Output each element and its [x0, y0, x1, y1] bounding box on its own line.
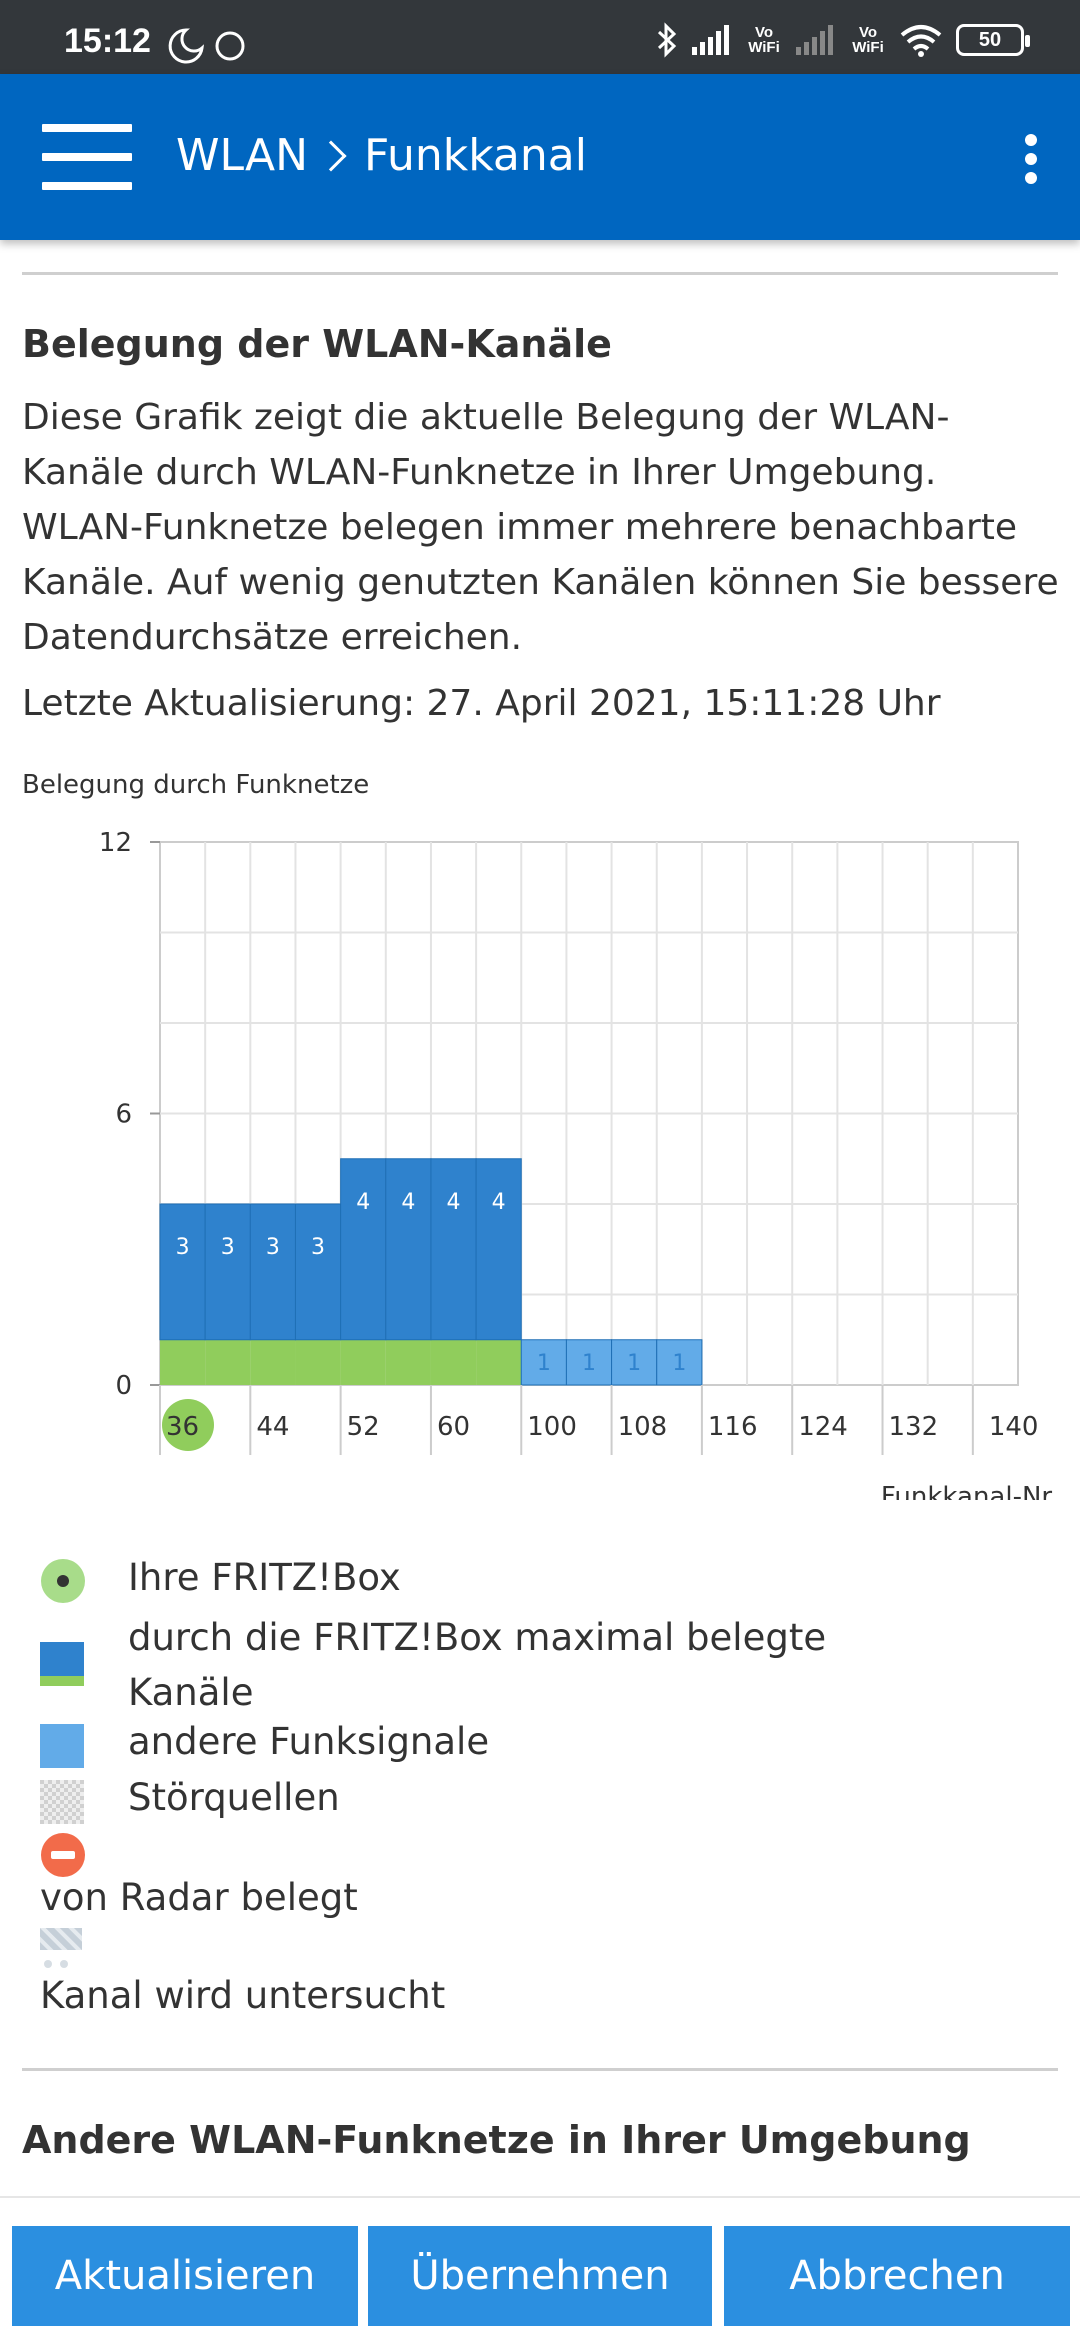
- apply-button[interactable]: Übernehmen: [368, 2226, 712, 2326]
- divider: [22, 2068, 1058, 2071]
- section-description: Diese Grafik zeigt die aktuelle Belegung…: [22, 397, 1059, 658]
- x-tick-label: 44: [256, 1412, 289, 1442]
- bar-data-label: 4: [401, 1190, 415, 1215]
- bar: [340, 1158, 387, 1341]
- bar-data-label: 4: [447, 1190, 461, 1215]
- app-bar: WLAN Funkkanal: [0, 74, 1080, 240]
- bar: [611, 1339, 658, 1386]
- page-title: Funkkanal: [364, 130, 587, 181]
- x-tick-label: 36: [166, 1412, 199, 1442]
- breadcrumb: WLAN Funkkanal: [176, 130, 587, 181]
- bar: [159, 1203, 206, 1341]
- bar: [656, 1339, 703, 1386]
- bar: [340, 1339, 386, 1385]
- more-options-icon[interactable]: [1022, 134, 1042, 184]
- bar: [385, 1158, 432, 1341]
- x-tick-label: 52: [347, 1412, 380, 1442]
- bar-data-label: 1: [537, 1351, 551, 1376]
- bar: [295, 1339, 341, 1385]
- bar: [294, 1203, 342, 1341]
- bar: [476, 1339, 522, 1385]
- occupied-channels-icon: [40, 1642, 84, 1690]
- status-icons-right: Vo WiFi Vo WiFi 50: [656, 22, 1030, 58]
- y-tick-label: 12: [99, 828, 132, 858]
- bar-data-label: 4: [356, 1190, 370, 1215]
- divider: [22, 272, 1058, 275]
- bar: [475, 1158, 522, 1341]
- legend-item: durch die FRITZ!Box maximal belegte Kanä…: [128, 1616, 827, 1714]
- scanning-icon: [40, 1928, 86, 1978]
- legend-item: Störquellen: [128, 1776, 340, 1819]
- x-tick-label: 60: [437, 1412, 470, 1442]
- bar: [204, 1203, 251, 1341]
- bar: [249, 1203, 296, 1341]
- x-tick-label: 116: [708, 1412, 758, 1442]
- other-signals-icon: [40, 1724, 84, 1772]
- bar: [205, 1339, 251, 1385]
- moon-icon: [168, 28, 204, 64]
- bar-data-label: 1: [582, 1351, 596, 1376]
- chevron-right-icon: [315, 139, 347, 172]
- footer-bar: Aktualisieren Übernehmen Abbrechen: [0, 2196, 1080, 2340]
- bar: [385, 1339, 431, 1385]
- y-tick-label: 0: [115, 1371, 132, 1401]
- bar-data-label: 3: [176, 1235, 190, 1260]
- fritzbox-channel-marker: [162, 1399, 214, 1451]
- other-networks-title: Andere WLAN-Funknetze in Ihrer Umgebung: [22, 2118, 971, 2162]
- bar-data-label: 3: [311, 1235, 325, 1260]
- bar: [160, 1339, 206, 1385]
- bar: [430, 1158, 477, 1341]
- legend-item: von Radar belegt: [40, 1876, 358, 1919]
- last-update: Letzte Aktualisierung: 27. April 2021, 1…: [22, 683, 941, 724]
- x-tick-label: 132: [889, 1412, 939, 1442]
- x-tick-label: 124: [798, 1412, 848, 1442]
- x-axis-label: Funkkanal-Nr.: [881, 1482, 1058, 1500]
- bar: [250, 1339, 296, 1385]
- cancel-button[interactable]: Abbrechen: [724, 2226, 1070, 2326]
- battery-icon: 50: [956, 24, 1030, 56]
- chart-title: Belegung durch Funknetze: [22, 770, 370, 800]
- refresh-button[interactable]: Aktualisieren: [12, 2226, 358, 2326]
- radar-icon: [40, 1832, 86, 1882]
- bluetooth-icon: [657, 22, 677, 58]
- bar-data-label: 1: [627, 1351, 641, 1376]
- status-icons-left: [168, 26, 248, 70]
- fritzbox-dot-icon: [40, 1558, 86, 1608]
- x-tick-label: 108: [618, 1412, 668, 1442]
- section-title: Belegung der WLAN-Kanäle: [22, 322, 612, 366]
- menu-icon[interactable]: [42, 124, 132, 190]
- wifi-icon: [900, 25, 942, 57]
- breadcrumb-parent[interactable]: WLAN: [176, 130, 309, 181]
- bar-data-label: 3: [221, 1235, 235, 1260]
- signal-icon: [692, 25, 729, 55]
- status-time: 15:12: [64, 22, 151, 60]
- status-bar: 15:12 Vo WiFi Vo WiFi: [0, 0, 1080, 74]
- signal-icon: [796, 25, 833, 55]
- bar: [565, 1339, 613, 1386]
- legend-item: andere Funksignale: [128, 1720, 490, 1763]
- vowifi-label: Vo WiFi: [748, 24, 780, 56]
- circle-icon: [215, 31, 245, 61]
- legend-item: Ihre FRITZ!Box: [128, 1556, 401, 1599]
- bar-data-label: 1: [672, 1351, 686, 1376]
- bar-data-label: 4: [492, 1190, 506, 1215]
- interference-icon: [40, 1780, 84, 1828]
- bar: [430, 1339, 477, 1385]
- bar-data-label: 3: [266, 1235, 280, 1260]
- x-tick-label: 140: [989, 1412, 1039, 1442]
- vowifi-label: Vo WiFi: [852, 24, 884, 56]
- x-tick-label: 100: [527, 1412, 577, 1442]
- y-tick-label: 6: [115, 1100, 132, 1130]
- bar: [520, 1339, 567, 1386]
- legend-item: Kanal wird untersucht: [40, 1974, 446, 2017]
